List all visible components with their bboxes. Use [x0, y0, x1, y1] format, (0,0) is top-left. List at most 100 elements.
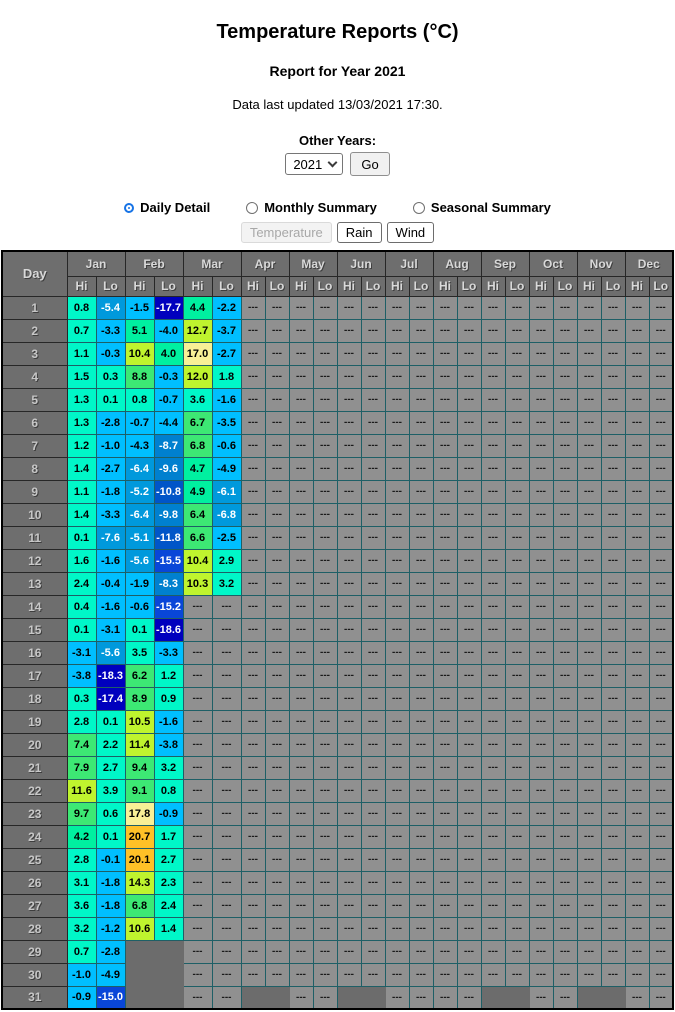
- temp-cell: -1.2: [95, 916, 126, 941]
- no-data-cell: ---: [384, 456, 410, 481]
- no-data-cell: ---: [552, 387, 578, 412]
- no-data-cell: ---: [480, 617, 506, 642]
- no-data-cell: ---: [600, 939, 626, 964]
- no-data-cell: ---: [408, 755, 434, 780]
- no-data-cell: ---: [312, 778, 338, 803]
- no-data-cell: ---: [576, 410, 602, 435]
- no-data-cell: ---: [408, 571, 434, 596]
- no-data-cell: ---: [384, 824, 410, 849]
- rain-button[interactable]: Rain: [336, 222, 382, 243]
- no-data-cell: ---: [312, 985, 338, 1010]
- no-data-cell: ---: [504, 893, 530, 918]
- no-data-cell: ---: [211, 755, 242, 780]
- no-data-cell: ---: [576, 594, 602, 619]
- no-data-cell: ---: [456, 732, 482, 757]
- no-data-cell: ---: [360, 456, 386, 481]
- temp-cell: 6.8: [124, 893, 155, 918]
- no-data-cell: ---: [384, 870, 410, 895]
- no-data-cell: ---: [312, 479, 338, 504]
- no-data-cell: ---: [600, 502, 626, 527]
- no-data-cell: ---: [288, 456, 314, 481]
- temp-cell: -18.3: [95, 663, 126, 688]
- no-data-cell: ---: [408, 548, 434, 573]
- hilo-header: Hi: [336, 275, 362, 297]
- temp-cell: -0.4: [95, 571, 126, 596]
- no-data-cell: ---: [552, 663, 578, 688]
- hilo-header: Hi: [624, 275, 650, 297]
- radio-button-icon[interactable]: [412, 201, 425, 214]
- temp-cell: -1.6: [211, 387, 242, 412]
- blank-cell: [360, 985, 386, 1010]
- table-row: 20 7.4 2.2 11.4 -3.8 --- --- --- --- --- --- --- ---…: [1, 732, 674, 757]
- no-data-cell: ---: [648, 571, 674, 596]
- radio-button-icon[interactable]: [126, 204, 133, 211]
- no-data-cell: ---: [264, 479, 290, 504]
- no-data-cell: ---: [182, 847, 213, 872]
- no-data-cell: ---: [480, 525, 506, 550]
- temp-cell: -2.7: [211, 341, 242, 366]
- no-data-cell: ---: [312, 594, 338, 619]
- no-data-cell: ---: [456, 525, 482, 550]
- temp-cell: -4.3: [124, 433, 155, 458]
- no-data-cell: ---: [408, 502, 434, 527]
- temp-cell: -5.6: [95, 640, 126, 665]
- no-data-cell: ---: [456, 640, 482, 665]
- no-data-cell: ---: [480, 479, 506, 504]
- temp-cell: -0.1: [95, 847, 126, 872]
- no-data-cell: ---: [336, 663, 362, 688]
- no-data-cell: ---: [576, 617, 602, 642]
- no-data-cell: ---: [384, 341, 410, 366]
- hilo-header: Lo: [504, 275, 530, 297]
- no-data-cell: ---: [336, 801, 362, 826]
- no-data-cell: ---: [576, 433, 602, 458]
- no-data-cell: ---: [264, 318, 290, 343]
- radio-daily-detail[interactable]: Daily Detail: [124, 200, 210, 215]
- wind-button[interactable]: Wind: [386, 222, 435, 243]
- temp-cell: 3.6: [66, 893, 97, 918]
- no-data-cell: ---: [456, 502, 482, 527]
- no-data-cell: ---: [528, 410, 554, 435]
- month-header: Nov: [576, 250, 626, 277]
- no-data-cell: ---: [576, 939, 602, 964]
- hilo-header: Hi: [288, 275, 314, 297]
- no-data-cell: ---: [288, 640, 314, 665]
- table-row: 14 0.4 -1.6 -0.6 -15.2 --- --- --- --- --- --- --- -…: [1, 594, 674, 619]
- no-data-cell: ---: [648, 801, 674, 826]
- radio-seasonal-summary[interactable]: Seasonal Summary: [412, 200, 551, 215]
- no-data-cell: ---: [528, 870, 554, 895]
- hilo-header: Hi: [182, 275, 213, 297]
- no-data-cell: ---: [624, 916, 650, 941]
- temp-cell: -5.1: [124, 525, 155, 550]
- no-data-cell: ---: [360, 847, 386, 872]
- no-data-cell: ---: [264, 456, 290, 481]
- radio-monthly-summary[interactable]: Monthly Summary: [246, 200, 377, 215]
- no-data-cell: ---: [432, 456, 458, 481]
- radio-button-icon[interactable]: [246, 201, 259, 214]
- no-data-cell: ---: [480, 755, 506, 780]
- no-data-cell: ---: [480, 847, 506, 872]
- no-data-cell: ---: [240, 295, 266, 320]
- no-data-cell: ---: [264, 755, 290, 780]
- temp-cell: -11.8: [153, 525, 184, 550]
- temp-cell: 10.6: [124, 916, 155, 941]
- temp-cell: 20.1: [124, 847, 155, 872]
- go-button[interactable]: Go: [350, 152, 390, 176]
- no-data-cell: ---: [600, 870, 626, 895]
- year-select[interactable]: 2021: [285, 153, 344, 175]
- no-data-cell: ---: [384, 617, 410, 642]
- temp-cell: 0.4: [66, 594, 97, 619]
- no-data-cell: ---: [240, 640, 266, 665]
- no-data-cell: ---: [576, 686, 602, 711]
- no-data-cell: ---: [384, 364, 410, 389]
- temp-cell: 0.1: [66, 525, 97, 550]
- no-data-cell: ---: [312, 525, 338, 550]
- temp-cell: 1.3: [66, 387, 97, 412]
- temp-cell: 1.2: [66, 433, 97, 458]
- no-data-cell: ---: [240, 847, 266, 872]
- no-data-cell: ---: [264, 778, 290, 803]
- month-header: Mar: [182, 250, 242, 277]
- no-data-cell: ---: [552, 755, 578, 780]
- temp-cell: 1.7: [153, 824, 184, 849]
- no-data-cell: ---: [336, 870, 362, 895]
- no-data-cell: ---: [240, 663, 266, 688]
